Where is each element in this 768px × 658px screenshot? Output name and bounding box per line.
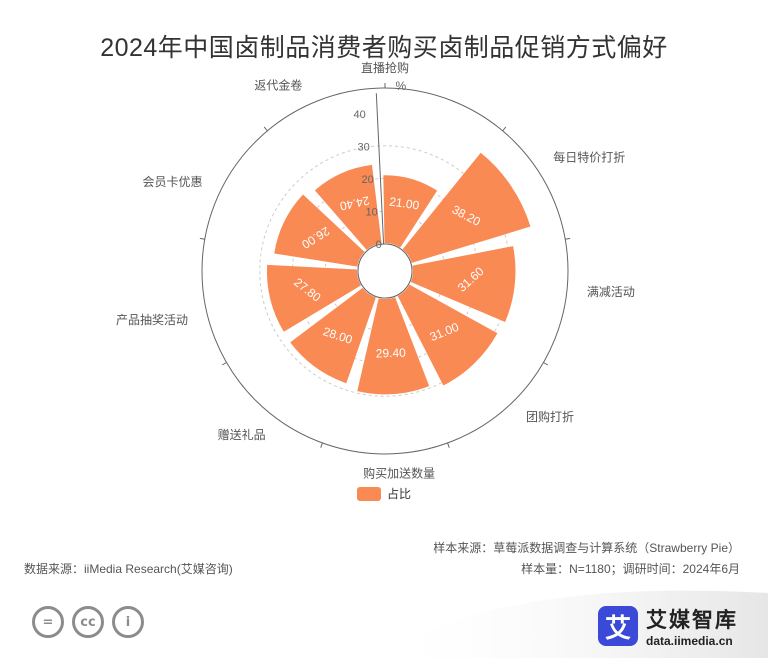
bar-0 xyxy=(383,175,438,248)
radial-tick-1: 10 xyxy=(365,207,377,219)
angle-tick-3 xyxy=(543,362,549,366)
legend[interactable]: 占比 xyxy=(357,485,411,502)
inner-circle-top xyxy=(357,243,413,299)
category-label-5: 赠送礼品 xyxy=(218,427,266,442)
bar-7 xyxy=(274,194,365,267)
radial-tick-2: 20 xyxy=(361,174,373,186)
brand[interactable]: 艾 艾媒智库 data.iimedia.cn xyxy=(598,604,738,648)
bar-6 xyxy=(266,264,361,332)
category-label-6: 产品抽奖活动 xyxy=(116,313,188,327)
category-label-2: 满减活动 xyxy=(587,285,635,299)
sample-info-note: 样本量：N=1180；调研时间：2024年6月 xyxy=(521,562,740,576)
angle-tick-4 xyxy=(447,442,450,448)
category-label-4: 购买加送数量 xyxy=(363,466,435,481)
bar-2 xyxy=(410,246,516,322)
cc-icon: cc xyxy=(72,606,104,638)
angle-tick-7 xyxy=(199,237,205,240)
license-icons: = cc i xyxy=(32,606,144,638)
brand-name: 艾媒智库 xyxy=(646,609,738,632)
equals-icon: = xyxy=(32,606,64,638)
bar-3 xyxy=(397,284,498,386)
chart-title: 2024年中国卤制品消费者购买卤制品促销方式偏好 xyxy=(100,34,668,62)
angle-tick-5 xyxy=(320,442,323,448)
data-label-8: 24.40 xyxy=(338,193,371,213)
radial-unit: % xyxy=(395,79,406,93)
bar-5 xyxy=(290,287,376,384)
data-source-note: 数据来源：iiMedia Research(艾媒咨询) xyxy=(24,562,233,576)
angle-tick-1 xyxy=(502,126,507,132)
footer-band xyxy=(380,590,768,658)
angle-tick-8 xyxy=(263,126,268,132)
angle-tick-6 xyxy=(221,362,227,366)
category-label-1: 每日特价打折 xyxy=(553,149,625,164)
data-label-0: 21.00 xyxy=(388,194,420,212)
angle-tick-2 xyxy=(565,237,571,240)
bar-1 xyxy=(402,152,531,263)
bar-8 xyxy=(314,164,382,250)
sample-source-note: 样本来源：草莓派数据调查与计算系统（Strawberry Pie） xyxy=(433,541,740,555)
person-icon: i xyxy=(112,606,144,638)
legend-label: 占比 xyxy=(387,487,412,501)
radial-axis-line xyxy=(375,93,385,245)
category-label-7: 会员卡优惠 xyxy=(143,175,203,189)
brand-logo: 艾 xyxy=(598,606,638,646)
category-label-3: 团购打折 xyxy=(526,409,574,424)
bar-4 xyxy=(357,297,430,395)
brand-url: data.iimedia.cn xyxy=(646,634,733,648)
radial-tick-0: 0 xyxy=(376,239,382,251)
data-label-4: 29.40 xyxy=(376,346,407,361)
legend-swatch xyxy=(357,486,381,501)
radial-tick-4: 40 xyxy=(353,109,365,121)
radial-tick-3: 30 xyxy=(357,142,369,154)
category-label-8: 返代金卷 xyxy=(254,78,302,93)
category-label-0: 直播抢购 xyxy=(361,60,409,75)
